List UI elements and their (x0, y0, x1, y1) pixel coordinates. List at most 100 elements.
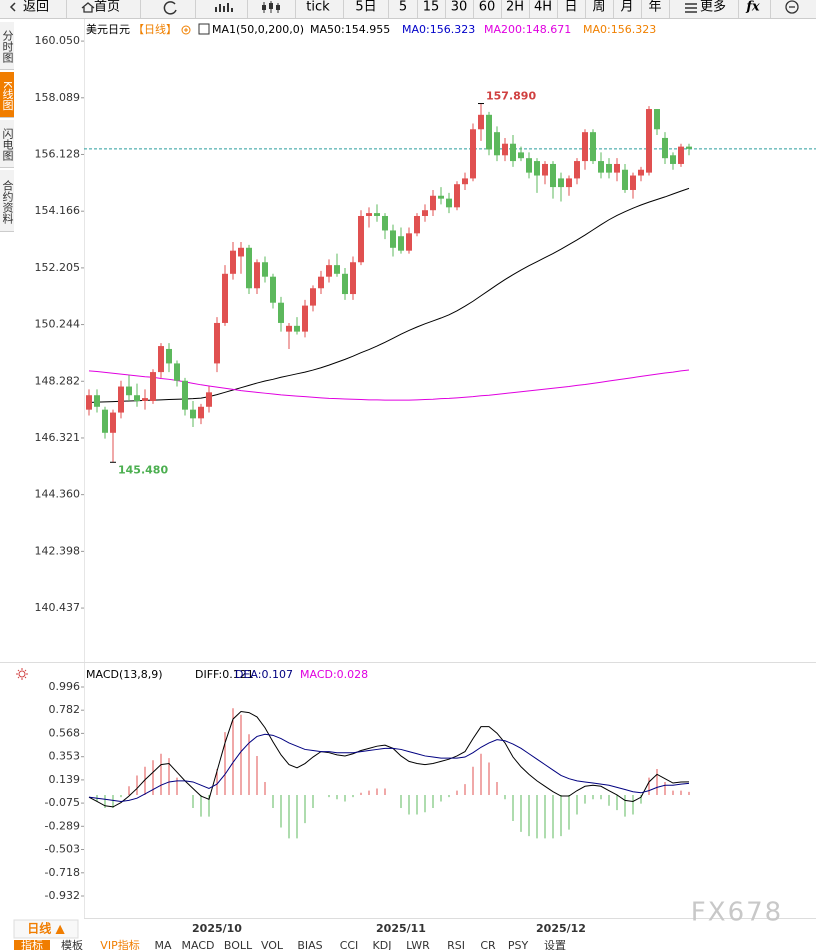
period-selector[interactable]: 日线 ▲ (27, 921, 65, 936)
candle-body (126, 386, 132, 396)
candle-body (638, 169, 644, 176)
y-tick-label: 144.360 (35, 488, 81, 501)
indicator-tab[interactable]: MA (154, 939, 171, 950)
candle-body (398, 236, 404, 251)
side-tab[interactable]: 分时图 (0, 22, 14, 70)
toolbar (0, 0, 816, 18)
y-tick-label: -0.932 (45, 889, 80, 902)
legend-item: MA200:148.671 (484, 23, 571, 36)
indicator-tab[interactable]: PSY (508, 939, 529, 950)
indicator-tab[interactable]: CCI (340, 939, 359, 950)
candle-body (662, 137, 668, 159)
candle-body (214, 322, 220, 364)
candle-body (574, 161, 580, 179)
ma-line (88, 187, 690, 403)
side-tab[interactable]: 闪电图 (0, 120, 14, 168)
legend-item: MACD:0.028 (300, 668, 368, 681)
period-box[interactable] (13, 919, 79, 939)
candle-body (310, 288, 316, 306)
candle-body (286, 325, 292, 332)
candle-body (134, 395, 140, 401)
toolbar-button[interactable]: 60 (479, 0, 496, 15)
candle-body (142, 398, 148, 401)
indicator-tab[interactable]: RSI (447, 939, 465, 950)
indicator-tab[interactable]: KDJ (373, 939, 392, 950)
ma-line (88, 369, 690, 401)
refresh-icon[interactable] (163, 1, 177, 15)
y-tick-label: 142.398 (35, 544, 81, 557)
toolbar-button[interactable]: 4H (534, 0, 552, 15)
candle-body (670, 155, 676, 164)
zoom-icon[interactable] (785, 0, 799, 14)
candle-body (550, 163, 556, 188)
candle-body (406, 233, 412, 251)
back-icon[interactable] (9, 2, 16, 12)
indicator-tab[interactable]: MACD (182, 939, 215, 950)
toolbar-button[interactable]: 5日 (355, 0, 376, 15)
candle-body (414, 215, 420, 234)
candle-body (534, 161, 540, 176)
indicator-tab[interactable]: BIAS (297, 939, 322, 950)
y-tick-label: -0.503 (45, 842, 80, 855)
candle-body (518, 152, 524, 159)
y-tick-label: 0.139 (49, 773, 81, 786)
indicator-tab[interactable]: 指标 (21, 938, 43, 950)
add-indicator-icon[interactable] (181, 25, 191, 35)
toolbar-button[interactable]: 月 (620, 0, 633, 15)
menu-icon[interactable] (685, 3, 697, 13)
candle-body (350, 262, 356, 295)
toolbar-button[interactable]: 周 (592, 0, 605, 15)
toolbar-button[interactable]: 日 (564, 0, 577, 15)
candle-body (622, 169, 628, 190)
candle-body (382, 215, 388, 231)
candle-body (510, 143, 516, 162)
chart-icon[interactable] (215, 3, 233, 12)
add-indicator-plus (184, 28, 188, 32)
indicator-tab[interactable]: BOLL (224, 939, 253, 950)
candle-body (366, 213, 372, 216)
toolbar-button[interactable]: 年 (648, 0, 661, 15)
toolbar-button[interactable]: 2H (506, 0, 524, 15)
candle-body (606, 163, 612, 173)
legend-item: MA0:156.323 (583, 23, 656, 36)
candle-body (254, 262, 260, 289)
y-tick-label: 154.166 (35, 204, 81, 217)
candle-body (278, 302, 284, 323)
indicator-tab[interactable]: 模板 (61, 938, 83, 950)
y-tick-label: 146.321 (35, 431, 81, 444)
candle-body (262, 262, 268, 277)
indicator-tab[interactable]: 设置 (544, 939, 566, 950)
side-tab[interactable]: K线图 (0, 72, 14, 118)
y-tick-label: -0.289 (45, 819, 80, 832)
legend-item: MA0:156.323 (402, 23, 475, 36)
indicator-icon[interactable] (198, 23, 210, 35)
indicator-tab[interactable]: VIP指标 (100, 938, 139, 950)
toolbar-button[interactable]: 5 (399, 0, 407, 15)
period-label: 【日线】 (133, 22, 177, 36)
settings-icon[interactable] (18, 670, 26, 678)
candle-body (342, 273, 348, 295)
candle-body (526, 158, 532, 173)
toolbar-button[interactable]: 返回 (23, 0, 49, 15)
toolbar-button[interactable]: tick (306, 0, 330, 15)
extreme-label: 145.480 (118, 463, 168, 476)
indicator-tab[interactable]: VOL (261, 939, 284, 950)
indicator-tab[interactable]: LWR (406, 939, 430, 950)
toolbar-button[interactable]: 更多 (700, 0, 726, 15)
indicator-tab[interactable]: CR (480, 939, 496, 950)
y-tick-label: 156.128 (35, 147, 81, 160)
side-tab[interactable]: 合约资料 (0, 170, 14, 232)
toolbar-button[interactable]: 15 (423, 0, 440, 15)
toolbar-button[interactable]: 首页 (94, 0, 120, 15)
home-icon[interactable] (81, 2, 95, 13)
candle-body (678, 146, 684, 164)
candle-body (686, 146, 692, 149)
toolbar-button[interactable]: fx (745, 0, 760, 15)
candle-body (158, 346, 164, 373)
y-tick-label: 0.782 (49, 703, 81, 716)
candle-icon-body (262, 3, 280, 10)
toolbar-button[interactable]: 30 (451, 0, 468, 15)
watermark: FX678 (691, 898, 783, 928)
candle-body (294, 325, 300, 332)
